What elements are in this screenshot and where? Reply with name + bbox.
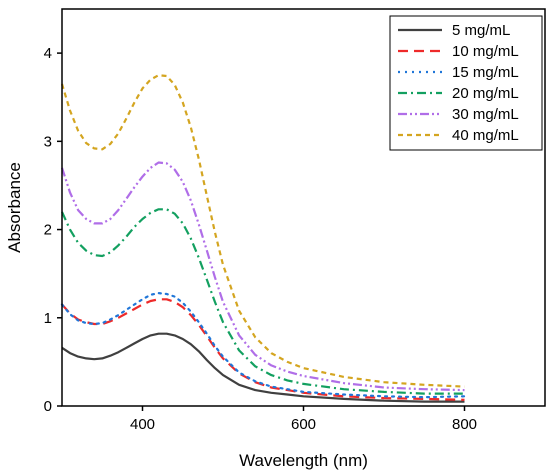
y-tick-label: 3 [44, 133, 52, 150]
series-line-3 [60, 292, 466, 399]
series-line-1 [61, 332, 465, 403]
series-line-5 [60, 161, 465, 392]
series-line-6 [60, 74, 465, 388]
plot-lines [60, 74, 466, 403]
series-line-2 [61, 298, 465, 401]
legend-box [389, 15, 543, 151]
y-tick-label: 2 [44, 222, 52, 239]
y-tick-label: 4 [44, 45, 52, 62]
legend-label-2: 10 mg/mL [452, 43, 519, 60]
x-tick-label: 400 [130, 416, 155, 433]
legend-label-5: 30 mg/mL [452, 106, 519, 123]
series-line-4 [60, 208, 465, 395]
y-tick-label: 1 [44, 310, 52, 327]
legend-label-3: 15 mg/mL [452, 64, 519, 81]
legend-label-4: 20 mg/mL [452, 85, 519, 102]
x-axis-title: Wavelength (nm) [239, 451, 368, 470]
legend-label-1: 5 mg/mL [452, 22, 510, 39]
axis-ticks: 400 600 800 0 1 2 3 4 [44, 45, 477, 433]
x-tick-label: 800 [452, 416, 477, 433]
x-tick-label: 600 [291, 416, 316, 433]
y-tick-label: 0 [44, 398, 52, 415]
legend-label-6: 40 mg/mL [452, 127, 519, 144]
y-axis-title: Absorbance [5, 162, 24, 253]
legend: 5 mg/mL 10 mg/mL 15 mg/mL 20 mg/mL 30 mg/mL 4… [389, 15, 543, 151]
